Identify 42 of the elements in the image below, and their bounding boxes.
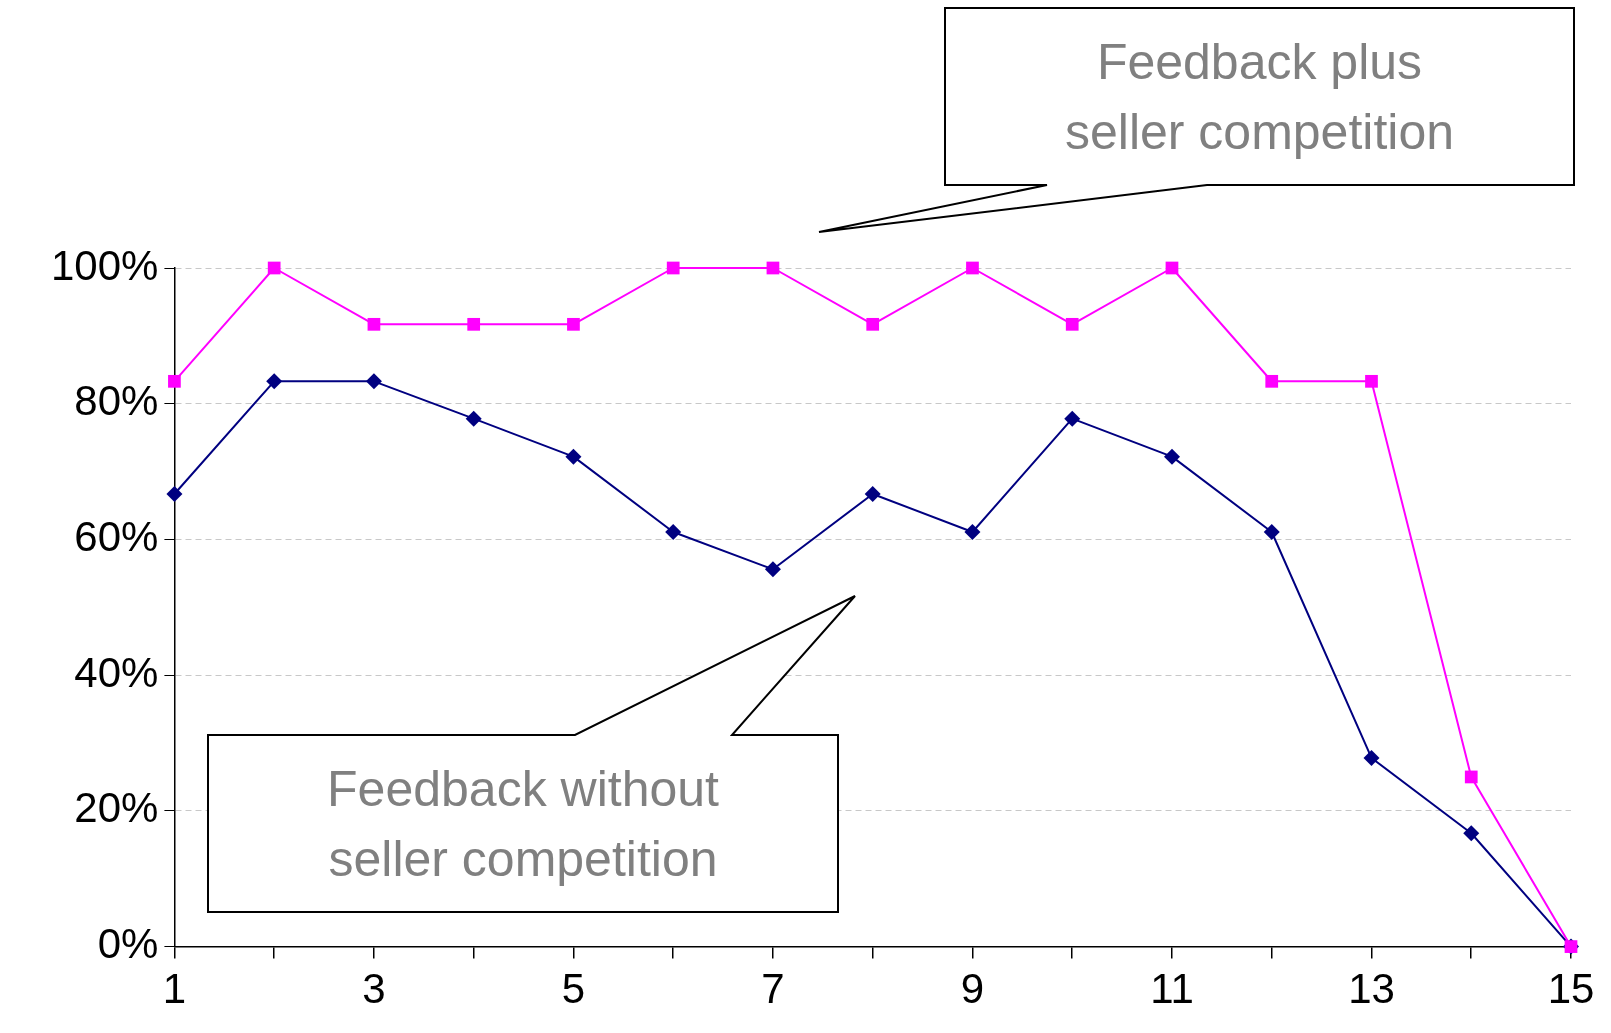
point [964, 523, 981, 540]
point [267, 261, 281, 275]
point [1464, 770, 1478, 784]
x-tick-label: 5 [561, 965, 586, 1013]
point [365, 373, 382, 390]
y-tick-label: 100% [51, 241, 159, 289]
x-tick-label: 9 [960, 965, 985, 1013]
point [1463, 825, 1480, 842]
point [666, 261, 680, 275]
point [166, 485, 183, 502]
point [266, 373, 283, 390]
point [864, 485, 881, 502]
point [1363, 749, 1380, 766]
point [966, 261, 979, 275]
y-tick-label: 60% [74, 513, 159, 561]
x-tick-label: 3 [362, 965, 386, 1013]
y-tick-label: 20% [74, 784, 159, 832]
point [465, 410, 482, 427]
point [1265, 374, 1279, 388]
x-tick-label: 15 [1547, 965, 1595, 1013]
point [1163, 448, 1180, 465]
x-tick-label: 11 [1150, 965, 1194, 1013]
y-tick-label: 80% [74, 377, 159, 425]
x-tick-label: 13 [1348, 965, 1395, 1013]
annotation: Feedback without seller competition [326, 759, 720, 889]
point [168, 374, 181, 388]
x-tick-label: 1 [162, 965, 187, 1013]
point [866, 317, 880, 331]
y-tick-label: 40% [74, 648, 159, 696]
point [1263, 523, 1280, 540]
point [467, 317, 481, 331]
point [665, 523, 682, 540]
point [1365, 374, 1378, 388]
point [565, 448, 582, 465]
y-tick-label: 0% [97, 920, 159, 968]
text: Feedback plus seller competition [1063, 32, 1456, 162]
point [1064, 410, 1081, 427]
x-tick-label: 7 [761, 965, 785, 1013]
point [1065, 317, 1079, 331]
point [764, 561, 781, 578]
point [367, 317, 381, 331]
point [567, 317, 580, 331]
